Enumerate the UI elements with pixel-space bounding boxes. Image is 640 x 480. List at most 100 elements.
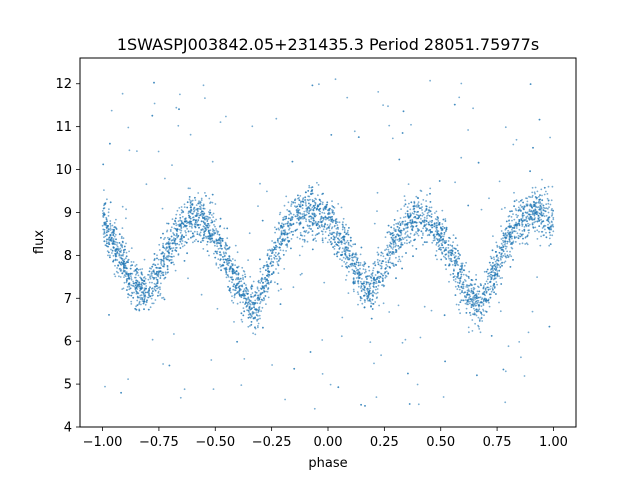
data-point [309,351,312,353]
data-point [292,223,295,226]
data-point [379,264,382,267]
data-point [380,265,383,268]
data-point [205,217,208,220]
data-point [301,245,304,248]
data-point [539,202,541,205]
data-point [156,254,158,257]
data-point [503,261,506,264]
data-point [162,296,165,299]
data-point [435,228,438,231]
data-point [437,220,440,222]
data-point [161,207,164,210]
data-point [491,274,494,277]
data-point [447,255,450,258]
data-point [192,208,195,211]
data-point [387,259,390,262]
data-point [523,228,526,231]
data-point [223,227,226,230]
data-point [263,278,266,280]
data-point [548,325,551,328]
data-point [386,265,389,268]
data-point [453,268,455,271]
data-point [551,234,554,237]
data-point [498,301,500,304]
data-point [105,224,107,227]
data-point [179,247,182,249]
data-point [415,231,417,234]
data-point [357,264,360,267]
data-point [393,253,395,255]
data-point [506,254,509,257]
data-point [538,195,540,198]
data-point [252,332,255,335]
data-point [297,203,300,206]
data-point [411,226,414,229]
data-point [222,258,225,261]
data-point [279,227,282,229]
data-point [256,308,259,311]
data-point [470,289,473,292]
data-point [109,256,111,259]
data-point [440,239,443,242]
data-point [528,229,530,232]
data-point [356,291,359,293]
data-point [263,290,266,293]
data-point [434,212,436,214]
data-point [118,254,121,257]
data-point [319,221,322,224]
data-point [109,227,112,230]
data-point [483,314,485,317]
data-point [125,271,128,274]
data-point [455,248,457,250]
data-point [391,262,393,265]
data-point [116,244,118,246]
data-point [465,299,467,301]
data-point [543,186,546,189]
data-point [141,279,144,282]
data-point [406,213,409,215]
data-point [298,215,301,218]
data-point [303,235,306,237]
data-point [136,280,139,283]
data-point [364,268,367,271]
data-point [183,244,186,247]
data-point [170,253,173,255]
data-point [133,270,136,272]
data-point [266,254,269,257]
data-point [298,209,301,211]
data-point [172,247,175,249]
data-point [525,217,528,220]
data-point [122,253,125,256]
data-point [314,234,317,237]
data-point [110,109,113,112]
data-point [334,241,336,244]
data-point [120,270,122,272]
data-point [295,215,297,218]
data-point [176,228,179,231]
data-point [408,403,411,405]
data-point [216,230,218,232]
data-point [211,160,214,163]
data-point [350,245,353,248]
data-point [278,255,281,258]
data-point [478,320,481,322]
data-point [443,227,446,229]
data-point [513,200,516,203]
data-point [310,220,312,223]
data-point [246,302,249,305]
data-point [357,274,360,277]
data-point [340,335,343,338]
data-point [475,297,478,300]
data-point [318,225,321,227]
data-point [156,257,158,260]
data-point [504,126,507,129]
data-point [295,208,298,211]
data-point [454,294,457,296]
data-point [240,384,243,386]
data-point [495,241,498,244]
data-point [534,226,537,229]
data-point [332,211,334,214]
data-point [521,217,524,219]
data-point [155,283,157,286]
data-point [207,235,210,238]
